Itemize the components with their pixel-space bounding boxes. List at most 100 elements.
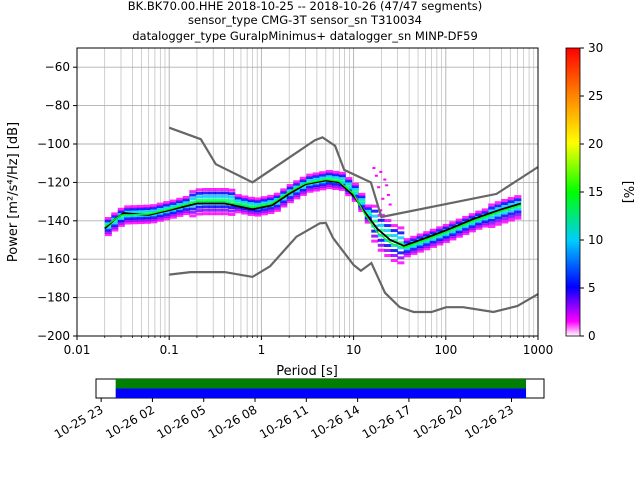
heatmap-cell bbox=[215, 212, 223, 216]
heatmap-cell bbox=[267, 211, 275, 215]
heatmap-cell bbox=[501, 202, 509, 206]
heatmap-cell bbox=[429, 231, 437, 235]
heatmap-cell bbox=[442, 235, 450, 239]
heatmap-cell bbox=[156, 214, 164, 218]
heatmap-cell bbox=[195, 198, 203, 202]
heatmap-cell bbox=[332, 182, 340, 186]
heatmap-cell bbox=[176, 213, 184, 217]
heatmap-cell bbox=[130, 214, 138, 218]
heatmap-cell bbox=[111, 223, 119, 227]
heatmap-cell bbox=[189, 190, 197, 194]
heatmap-cell bbox=[449, 237, 457, 241]
heatmap-cell bbox=[462, 218, 470, 222]
heatmap-cell bbox=[182, 212, 190, 216]
heatmap-cell bbox=[403, 247, 411, 251]
heatmap-cell bbox=[377, 248, 385, 252]
heatmap-cell bbox=[494, 213, 502, 217]
heatmap-cell bbox=[514, 195, 522, 199]
heatmap-cell bbox=[390, 244, 398, 248]
heatmap-cell bbox=[306, 187, 314, 191]
heatmap-cell bbox=[351, 198, 359, 202]
heatmap-cell bbox=[488, 218, 496, 222]
heatmap-cell bbox=[462, 232, 470, 236]
heatmap-cell bbox=[325, 174, 333, 178]
heatmap-cell bbox=[130, 205, 138, 209]
heatmap-cell bbox=[507, 215, 515, 219]
colorbar-tick-label: 25 bbox=[588, 89, 603, 103]
heatmap-cell bbox=[345, 179, 353, 183]
heatmap-cell bbox=[397, 231, 405, 235]
heatmap-cell bbox=[449, 232, 457, 236]
heatmap-cell bbox=[299, 181, 307, 185]
heatmap-cell bbox=[371, 239, 379, 243]
heatmap-cell bbox=[280, 192, 288, 196]
heatmap-cell bbox=[319, 185, 327, 189]
heatmap-cell bbox=[189, 210, 197, 214]
heatmap-cell bbox=[423, 242, 431, 246]
heatmap-cell bbox=[312, 172, 320, 176]
heatmap-cell bbox=[423, 240, 431, 244]
timeline-tick-label: 10-26 17 bbox=[360, 402, 414, 441]
heatmap-cell bbox=[379, 209, 383, 212]
heatmap-cell bbox=[377, 218, 385, 222]
heatmap-cell bbox=[208, 198, 216, 202]
heatmap-cell bbox=[475, 226, 483, 230]
timeline-tick-label: 10-26 23 bbox=[462, 402, 516, 441]
heatmap-cell bbox=[345, 193, 353, 197]
heatmap-cell bbox=[247, 201, 255, 205]
heatmap-cell bbox=[215, 208, 223, 212]
heatmap-cell bbox=[299, 176, 307, 180]
heatmap-cell bbox=[429, 244, 437, 248]
heatmap-cell bbox=[143, 220, 151, 224]
heatmap-cell bbox=[189, 214, 197, 218]
heatmap-cell bbox=[345, 181, 353, 185]
heatmap-cell bbox=[436, 242, 444, 246]
timeline-track-used bbox=[115, 388, 527, 398]
timeline-tracks bbox=[115, 379, 527, 398]
heatmap-cell bbox=[169, 199, 177, 203]
heatmap-cell bbox=[202, 194, 210, 198]
heatmap-cell bbox=[312, 174, 320, 178]
heatmap-cell bbox=[150, 220, 158, 224]
heatmap-cell bbox=[514, 201, 522, 205]
heatmap-cell bbox=[202, 191, 210, 195]
heatmap-cell bbox=[176, 200, 184, 204]
heatmap-cell bbox=[241, 209, 249, 213]
heatmap-cell bbox=[416, 249, 424, 253]
x-axis-ticks: 0.01 0.1 1 10 100 1000 bbox=[64, 336, 553, 357]
heatmap-cell bbox=[312, 183, 320, 187]
heatmap-cell bbox=[254, 202, 262, 206]
curve-noise-model-low bbox=[169, 221, 539, 314]
heatmap-cell bbox=[390, 239, 398, 243]
heatmap-cell bbox=[241, 211, 249, 215]
heatmap-cell bbox=[403, 254, 411, 258]
heatmap-cell bbox=[280, 197, 288, 201]
y-tick-label: −80 bbox=[45, 99, 70, 113]
heatmap-cell bbox=[293, 182, 301, 186]
heatmap-cell bbox=[169, 201, 177, 205]
heatmap-cell bbox=[254, 197, 262, 201]
heatmap-cell bbox=[507, 209, 515, 213]
heatmap-cell bbox=[377, 228, 385, 232]
heatmap-cell bbox=[195, 209, 203, 213]
heatmap-cell bbox=[117, 223, 125, 227]
timeline-tick-label: 10-25 23 bbox=[52, 402, 106, 441]
heatmap-cell bbox=[449, 235, 457, 239]
heatmap-cell bbox=[137, 221, 145, 225]
heatmap-cell bbox=[293, 194, 301, 198]
heatmap-cell bbox=[429, 228, 437, 232]
timeline-tick-label: 10-26 05 bbox=[155, 402, 209, 441]
heatmap-cell bbox=[273, 195, 281, 199]
heatmap-cell bbox=[169, 213, 177, 217]
heatmap-cell bbox=[410, 251, 418, 255]
heatmap-cell bbox=[221, 208, 229, 212]
heatmap-cell bbox=[397, 236, 405, 240]
heatmap-cell bbox=[117, 219, 125, 223]
y-tick-label: −60 bbox=[45, 60, 70, 74]
heatmap-cell bbox=[351, 191, 359, 195]
heatmap-cell bbox=[384, 224, 392, 228]
heatmap-cell bbox=[182, 207, 190, 211]
colorbar-tick-label: 20 bbox=[588, 137, 603, 151]
colorbar-tick-label: 5 bbox=[588, 281, 596, 295]
heatmap-cell bbox=[286, 184, 294, 188]
